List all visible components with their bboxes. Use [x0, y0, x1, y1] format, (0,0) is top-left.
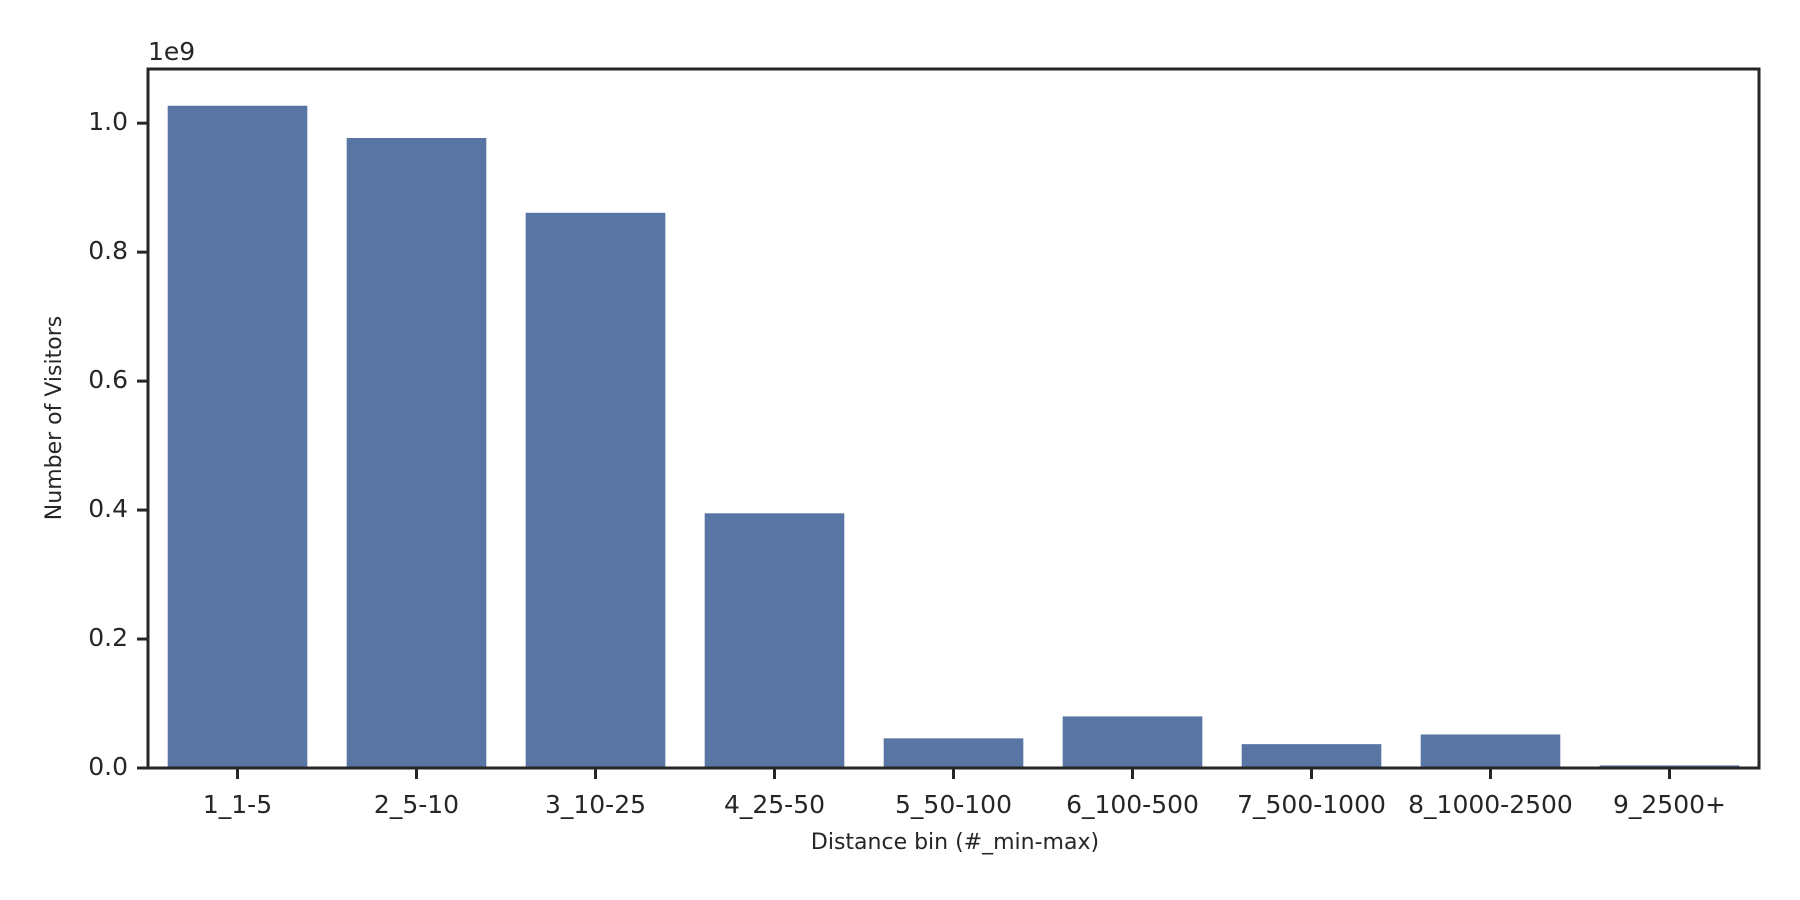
y-offset-label: 1e9	[148, 37, 195, 66]
x-tick-label: 7_500-1000	[1237, 790, 1386, 819]
bar	[346, 137, 487, 768]
x-tick-label: 3_10-25	[545, 790, 646, 819]
x-axis-label: Distance bin (#_min-max)	[811, 830, 1099, 855]
y-tick-label: 0.8	[88, 236, 128, 265]
bar	[1241, 744, 1382, 768]
y-tick-label: 0.2	[88, 623, 128, 652]
y-tick-label: 0.4	[88, 494, 128, 523]
x-tick-label: 4_25-50	[724, 790, 825, 819]
x-tick-label: 8_1000-2500	[1408, 790, 1573, 819]
bar	[525, 212, 666, 768]
bar	[883, 738, 1024, 768]
y-tick-label: 1.0	[88, 107, 128, 136]
bar	[167, 105, 308, 768]
y-tick-label: 0.6	[88, 365, 128, 394]
x-tick-label: 5_50-100	[895, 790, 1012, 819]
y-axis-label: Number of Visitors	[42, 316, 67, 520]
x-tick-label: 6_100-500	[1066, 790, 1199, 819]
bar	[1420, 734, 1561, 768]
x-tick-label: 2_5-10	[374, 790, 459, 819]
plot-frame	[146, 67, 1761, 770]
bar	[704, 513, 845, 768]
bar	[1062, 716, 1203, 768]
x-tick-label: 1_1-5	[203, 790, 272, 819]
x-tick-label: 9_2500+	[1613, 790, 1726, 819]
y-tick-label: 0.0	[88, 752, 128, 781]
